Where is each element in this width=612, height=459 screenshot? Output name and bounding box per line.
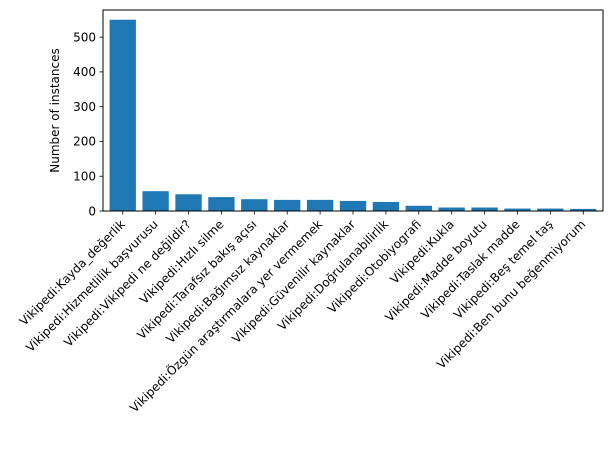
bar-11 [471, 207, 498, 211]
y-tick-label: 400 [73, 65, 96, 79]
y-tick-label: 100 [73, 170, 96, 184]
bar-7 [339, 200, 367, 211]
bar-4 [241, 199, 268, 211]
bar-1 [142, 191, 169, 211]
y-tick-label: 200 [73, 135, 96, 149]
y-axis-label: Number of instances [48, 48, 62, 173]
y-axis: 0 100 200 300 400 500 [73, 30, 103, 218]
bar-9 [405, 205, 432, 211]
bar-2 [175, 194, 202, 211]
bar-8 [372, 201, 400, 211]
bar-10 [438, 207, 465, 211]
y-tick-label: 300 [73, 100, 96, 114]
bar-0 [109, 19, 136, 211]
bar-14 [570, 208, 597, 211]
bar-12 [504, 208, 531, 211]
bar-5 [274, 199, 301, 211]
y-tick-label: 0 [88, 204, 96, 218]
bar-3 [208, 197, 235, 211]
bar-13 [537, 208, 564, 211]
bar-6 [306, 199, 334, 211]
bars-group [109, 19, 597, 211]
y-tick-label: 500 [73, 30, 96, 44]
x-axis: Vikipedi:Kayda_değerlikVikipedi:Hizmetli… [17, 211, 588, 415]
plot-frame [102, 9, 604, 212]
